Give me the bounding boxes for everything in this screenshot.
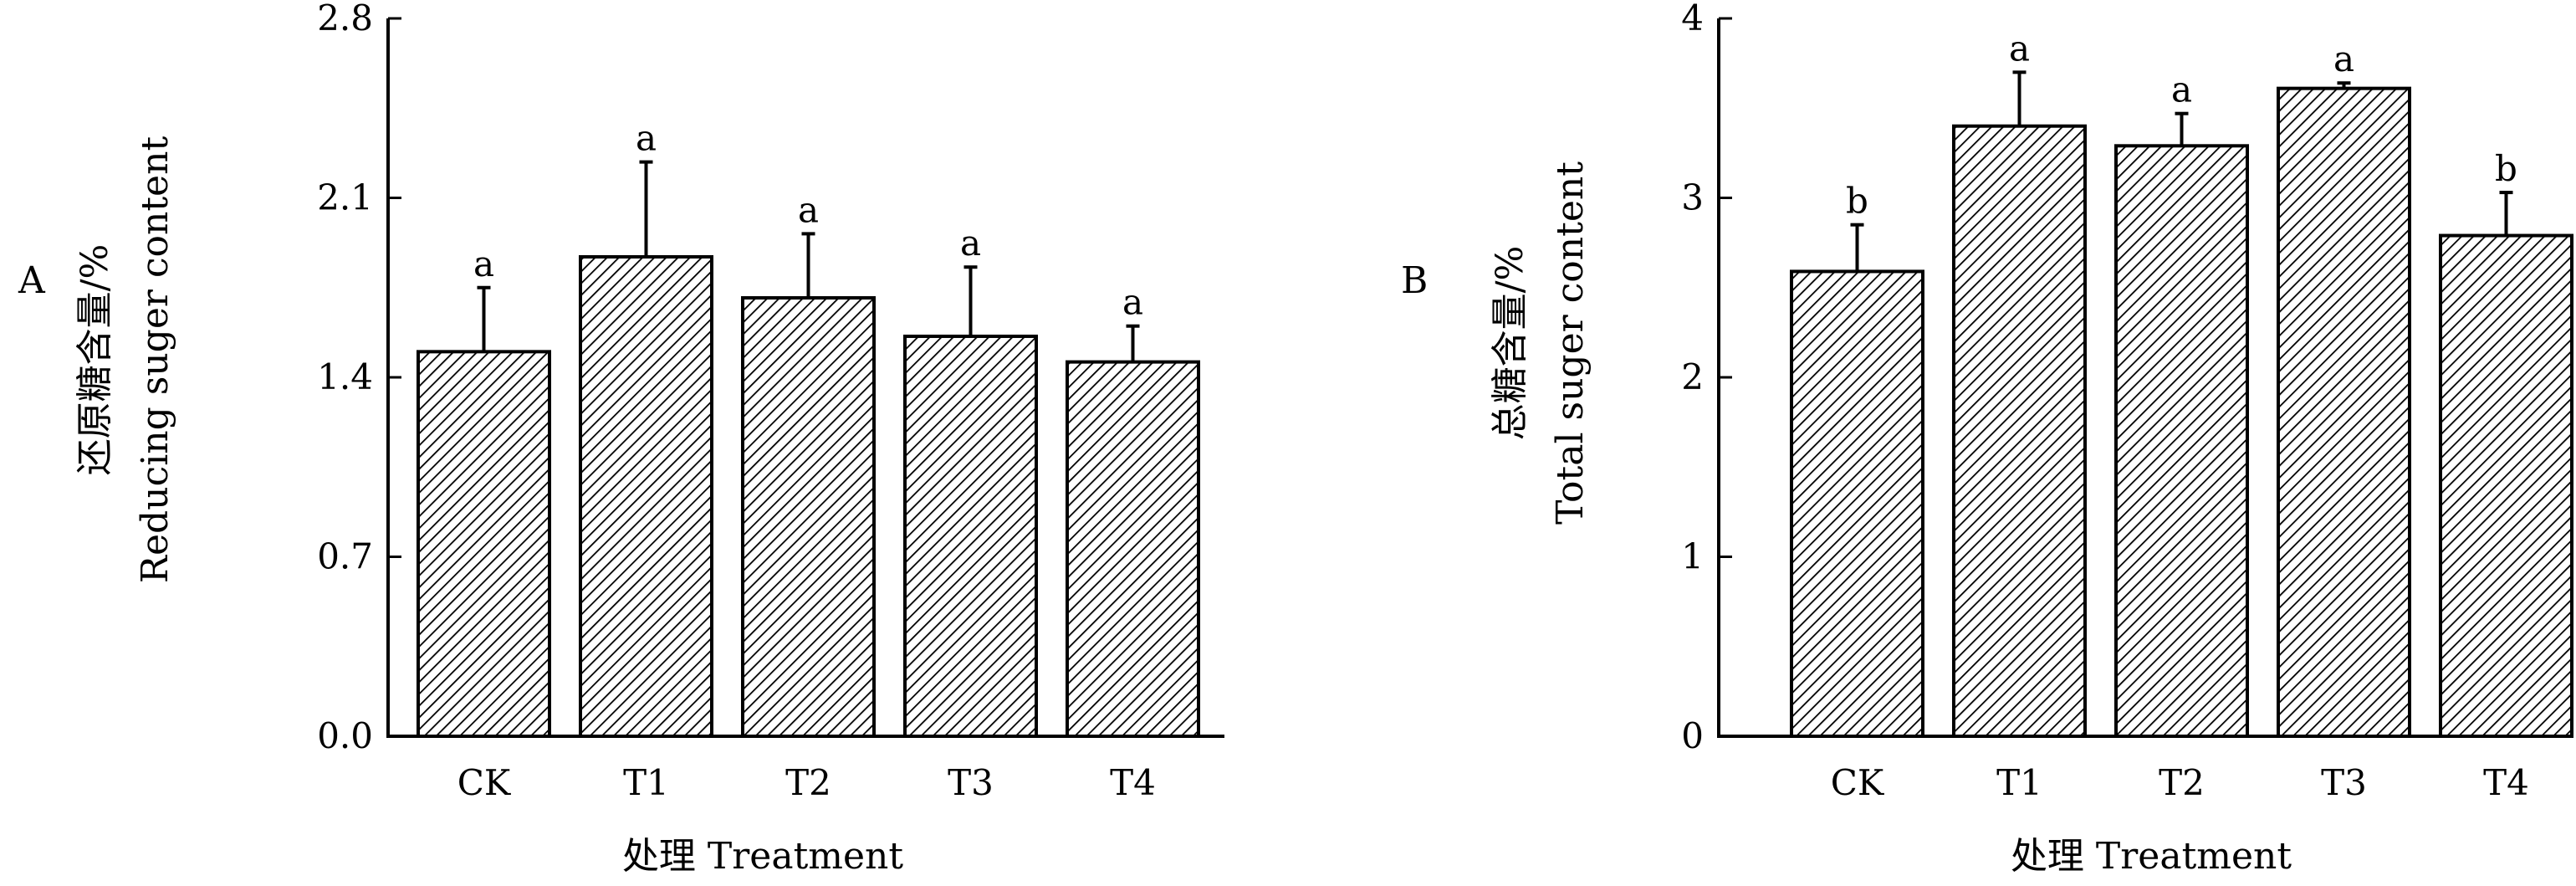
bar xyxy=(579,254,713,738)
significance-label: b xyxy=(1846,181,1868,222)
significance-label: a xyxy=(473,243,494,284)
panel-b: B 0 1 2 3 4 b CK a T1 a T2 a T3 b T4 总糖含量/% Total suger c… xyxy=(1401,0,2573,878)
x-tick-label: T4 xyxy=(1110,762,1156,803)
significance-label: b xyxy=(2495,148,2517,189)
significance-label: a xyxy=(1122,282,1143,323)
y-tick-label: 4 xyxy=(1681,0,1704,38)
panel-a: A 0.0 0.7 1.4 2.1 2.8 a CK a T1 a T2 a T3 a T4 还原糖含量/% Re… xyxy=(18,0,1224,878)
bar xyxy=(1066,360,1200,738)
y-axis-title-zh: 还原糖含量/% xyxy=(74,244,116,476)
significance-label: a xyxy=(2009,28,2030,69)
bar xyxy=(903,334,1038,738)
y-tick-label: 2 xyxy=(1681,356,1704,397)
significance-label: a xyxy=(960,223,981,264)
x-tick-label: T1 xyxy=(623,762,669,803)
y-axis-title-zh: 总糖含量/% xyxy=(1489,246,1531,441)
bar xyxy=(2277,86,2411,738)
x-tick-label: CK xyxy=(1831,762,1885,803)
bar xyxy=(417,350,551,738)
bar xyxy=(1952,124,2087,738)
y-axis-title-en: Reducing suger content xyxy=(134,136,176,584)
y-tick-label: 0.7 xyxy=(317,536,373,577)
bar xyxy=(741,296,876,738)
x-axis-title: 处理 Treatment xyxy=(2011,835,2292,878)
significance-label: a xyxy=(2171,69,2192,110)
x-tick-label: T4 xyxy=(2483,762,2529,803)
y-tick-label: 2.1 xyxy=(317,177,373,218)
y-tick-label: 2.8 xyxy=(317,0,373,38)
bar xyxy=(1790,269,1924,738)
panel-label: A xyxy=(18,259,46,302)
significance-label: a xyxy=(636,118,657,159)
x-axis-title: 处理 Treatment xyxy=(622,835,903,878)
x-tick-label: T3 xyxy=(2321,762,2367,803)
y-tick-label: 3 xyxy=(1681,177,1704,218)
significance-label: a xyxy=(798,189,819,230)
y-tick-label: 0 xyxy=(1681,715,1704,756)
y-tick-label: 1.4 xyxy=(317,356,373,397)
bar xyxy=(2114,144,2249,739)
panel-label: B xyxy=(1401,259,1428,302)
y-tick-label: 1 xyxy=(1681,536,1704,577)
y-axis-title-en: Total suger content xyxy=(1549,161,1592,525)
x-tick-label: T2 xyxy=(2159,762,2205,803)
bar xyxy=(2439,233,2573,739)
x-tick-label: CK xyxy=(457,762,512,803)
significance-label: a xyxy=(2333,38,2354,79)
y-tick-label: 0.0 xyxy=(317,715,373,756)
x-tick-label: T2 xyxy=(785,762,831,803)
x-tick-label: T1 xyxy=(1996,762,2042,803)
x-tick-label: T3 xyxy=(948,762,994,803)
